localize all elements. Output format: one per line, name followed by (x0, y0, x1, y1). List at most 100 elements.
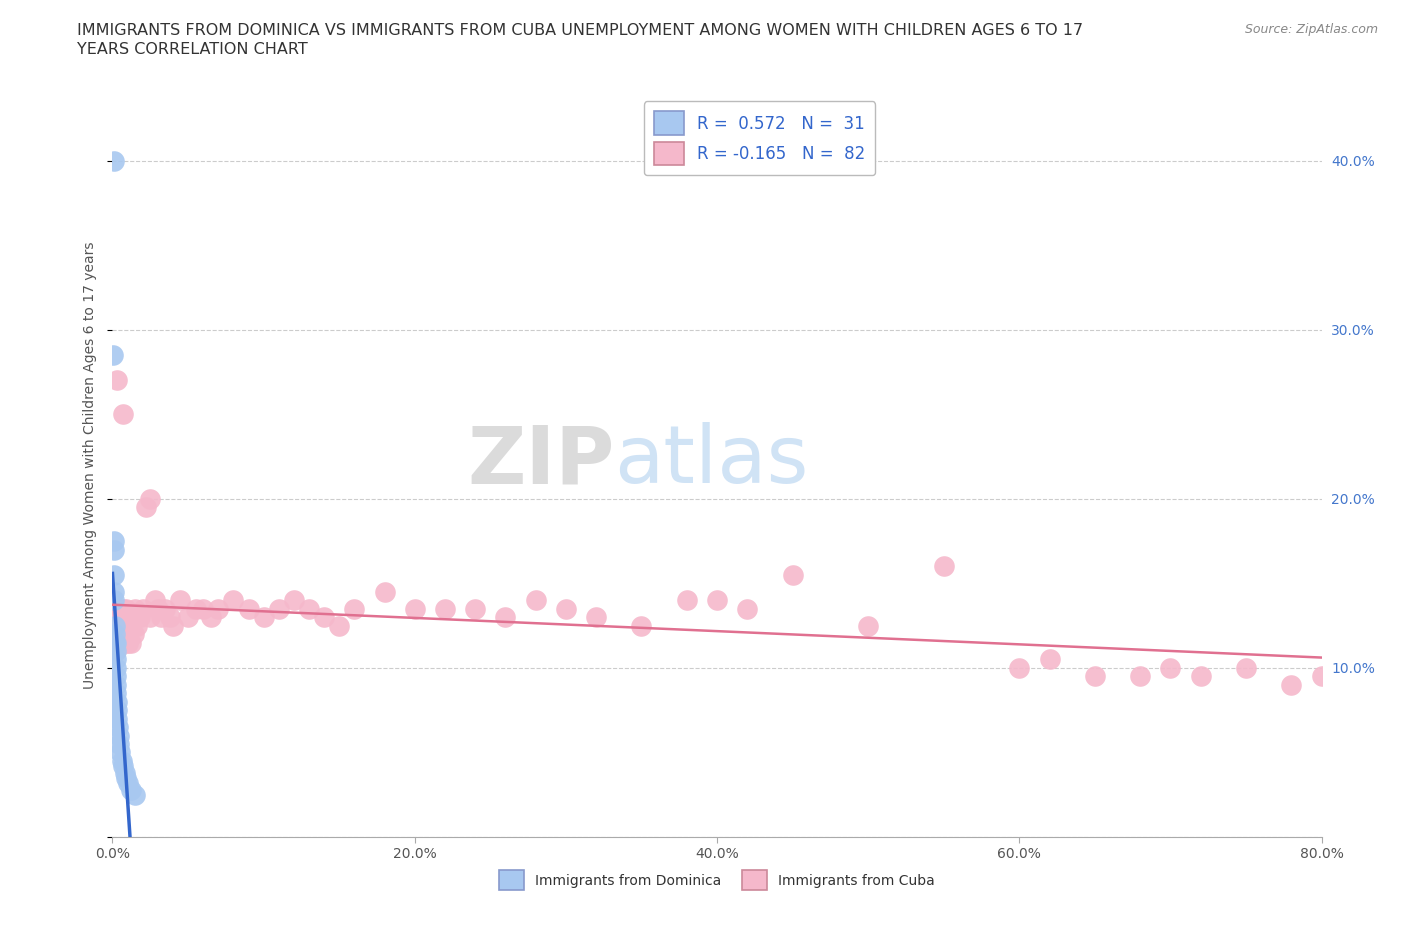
Point (283, 592, 305, 607)
Point (128, 610, 150, 625)
Point (125, 618, 148, 633)
Point (107, 635, 129, 650)
Point (554, 602, 576, 617)
Legend: Immigrants from Dominica, Immigrants from Cuba: Immigrants from Dominica, Immigrants fro… (492, 863, 942, 897)
Point (143, 592, 166, 607)
Point (404, 602, 426, 617)
Point (1038, 652, 1062, 667)
Point (191, 602, 214, 617)
Point (103, 348, 125, 363)
Point (115, 627, 138, 642)
Point (115, 770, 138, 785)
Point (105, 610, 128, 625)
Point (112, 406, 135, 421)
Point (105, 373, 128, 388)
Point (1189, 669, 1212, 684)
Point (1084, 669, 1107, 684)
Point (124, 788, 146, 803)
Point (112, 759, 135, 774)
Point (108, 745, 131, 760)
Text: atlas: atlas (614, 422, 808, 500)
Point (124, 602, 146, 617)
Point (104, 627, 127, 642)
Point (169, 592, 191, 607)
Point (105, 677, 128, 692)
Point (132, 602, 155, 617)
Point (114, 610, 136, 625)
Point (110, 618, 132, 633)
Point (103, 567, 125, 582)
Point (115, 602, 138, 617)
Point (267, 602, 290, 617)
Point (706, 592, 728, 607)
Point (103, 635, 125, 650)
Point (433, 602, 456, 617)
Point (1129, 669, 1152, 684)
Point (103, 153, 125, 168)
Point (104, 652, 127, 667)
Point (118, 610, 141, 625)
Point (524, 592, 547, 607)
Point (120, 782, 142, 797)
Point (108, 627, 131, 642)
Point (253, 610, 276, 625)
Point (200, 610, 222, 625)
Point (149, 610, 172, 625)
Point (103, 542, 125, 557)
Point (464, 602, 486, 617)
Point (107, 728, 129, 743)
Point (105, 695, 128, 710)
Point (104, 635, 127, 650)
Point (328, 618, 350, 633)
Point (298, 602, 321, 617)
Point (105, 635, 128, 650)
Point (112, 602, 135, 617)
Point (155, 602, 177, 617)
Point (1310, 669, 1333, 684)
Point (105, 711, 128, 726)
Point (110, 753, 132, 768)
Point (1234, 660, 1257, 675)
Point (103, 584, 125, 599)
Point (110, 635, 132, 650)
Point (856, 618, 880, 633)
Point (107, 720, 129, 735)
Point (782, 567, 804, 582)
Point (139, 491, 162, 506)
Point (103, 592, 125, 607)
Point (105, 703, 128, 718)
Point (104, 644, 127, 658)
Point (104, 669, 127, 684)
Point (1008, 660, 1031, 675)
Y-axis label: Unemployment Among Women with Children Ages 6 to 17 years: Unemployment Among Women with Children A… (83, 241, 97, 689)
Point (104, 635, 127, 650)
Point (135, 499, 157, 514)
Point (114, 765, 136, 780)
Point (207, 602, 229, 617)
Point (105, 685, 128, 700)
Point (162, 618, 184, 633)
Point (585, 610, 607, 625)
Point (104, 644, 127, 658)
Point (104, 618, 127, 633)
Point (343, 602, 366, 617)
Point (159, 610, 181, 625)
Point (184, 602, 207, 617)
Text: IMMIGRANTS FROM DOMINICA VS IMMIGRANTS FROM CUBA UNEMPLOYMENT AMONG WOMEN WITH C: IMMIGRANTS FROM DOMINICA VS IMMIGRANTS F… (77, 23, 1084, 38)
Point (374, 584, 396, 599)
Point (107, 737, 129, 751)
Point (104, 660, 127, 675)
Point (1159, 660, 1181, 675)
Point (675, 592, 697, 607)
Text: ZIP: ZIP (467, 422, 614, 500)
Point (117, 635, 139, 650)
Point (104, 635, 127, 650)
Point (122, 627, 145, 642)
Point (139, 610, 162, 625)
Point (104, 618, 127, 633)
Point (103, 610, 125, 625)
Point (114, 635, 136, 650)
Point (120, 635, 142, 650)
Point (177, 610, 200, 625)
Point (121, 610, 143, 625)
